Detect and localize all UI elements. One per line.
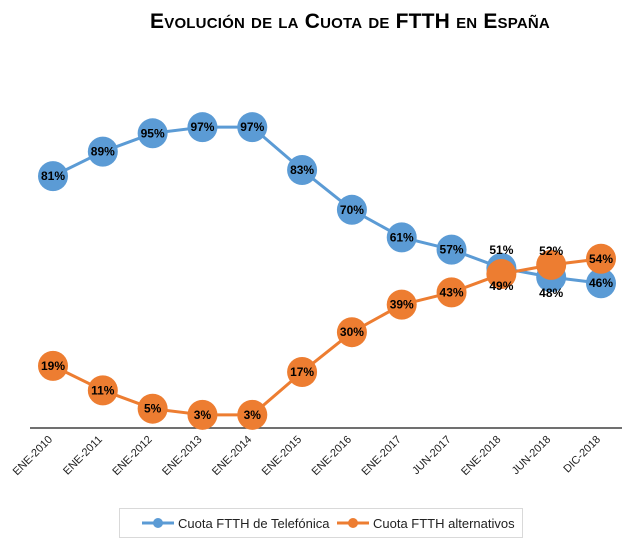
x-tick-label: ENE-2010: [11, 434, 55, 478]
data-point-0-6: [336, 194, 367, 225]
data-label-0-9: 51%: [489, 243, 513, 257]
data-point-1-3: [187, 399, 218, 430]
data-label-0-6: 70%: [340, 203, 364, 217]
legend-label-alternativos: Cuota FTTH alternativos: [373, 516, 515, 531]
data-label-1-10: 52%: [539, 244, 563, 258]
data-point-1-0: [38, 350, 68, 381]
data-point-1-4: [237, 399, 268, 430]
x-tick-label: JUN-2018: [510, 434, 554, 478]
data-label-1-2: 5%: [144, 402, 162, 416]
data-point-0-4: [237, 112, 268, 143]
data-label-0-1: 89%: [91, 145, 115, 159]
data-point-0-8: [436, 234, 467, 265]
data-label-0-8: 57%: [440, 243, 464, 257]
x-tick-label: DIC-2018: [561, 434, 603, 476]
x-tick-label: ENE-2015: [260, 434, 304, 478]
x-tick-label: ENE-2018: [459, 434, 503, 478]
x-tick-label: ENE-2011: [61, 434, 105, 478]
data-point-1-7: [386, 289, 417, 320]
data-point-0-5: [287, 155, 318, 186]
data-point-1-5: [287, 356, 318, 387]
data-label-0-2: 95%: [141, 126, 165, 140]
legend-swatch-alternativos: [337, 518, 369, 528]
data-label-0-0: 81%: [41, 169, 65, 183]
data-label-0-10: 48%: [539, 286, 563, 300]
data-point-0-0: [38, 161, 68, 192]
series-markers: 81% 89% 95% 97% 97% 83% 70% 61% 57% 51% 48% 46% 19% 1…: [38, 112, 616, 430]
data-label-0-4: 97%: [240, 120, 264, 134]
data-point-0-7: [386, 222, 417, 253]
chart-title: Evolución de la Cuota de FTTH en España: [150, 10, 550, 33]
data-point-0-3: [187, 112, 218, 143]
data-point-1-11: [586, 243, 616, 274]
data-point-1-6: [336, 317, 367, 348]
data-label-1-9: 49%: [489, 279, 513, 293]
data-label-0-11: 46%: [589, 276, 613, 290]
data-point-1-1: [87, 375, 118, 406]
data-label-0-3: 97%: [190, 120, 214, 134]
x-tick-label: ENE-2012: [110, 434, 154, 478]
data-label-0-5: 83%: [290, 163, 314, 177]
legend-label-telefonica: Cuota FTTH de Telefónica: [178, 516, 330, 531]
data-point-1-2: [137, 393, 168, 424]
data-label-1-0: 19%: [41, 359, 65, 373]
data-point-0-2: [137, 118, 168, 149]
data-point-1-8: [436, 277, 467, 308]
data-label-1-4: 3%: [244, 408, 262, 422]
legend: Cuota FTTH de Telefónica Cuota FTTH alte…: [119, 508, 523, 538]
data-label-1-3: 3%: [194, 408, 212, 422]
data-label-1-1: 11%: [91, 383, 115, 397]
x-tick-label: ENE-2014: [210, 434, 254, 478]
x-tick-label: ENE-2013: [160, 434, 204, 478]
series-line-0: [52, 125, 602, 285]
series-line-1: [52, 257, 602, 417]
x-tick-label: ENE-2016: [310, 434, 354, 478]
data-label-1-11: 54%: [589, 252, 613, 266]
x-tick-label: JUN-2017: [410, 434, 454, 478]
data-label-0-7: 61%: [390, 230, 414, 244]
data-label-1-5: 17%: [290, 365, 314, 379]
legend-swatch-telefonica: [142, 518, 174, 528]
x-tick-label: ENE-2017: [359, 434, 403, 478]
data-label-1-8: 43%: [440, 285, 464, 299]
data-point-0-1: [87, 136, 118, 167]
data-point-1-10: [536, 249, 567, 280]
data-point-1-9: [486, 259, 517, 290]
data-point-0-11: [586, 268, 616, 299]
data-label-1-7: 39%: [390, 298, 414, 312]
data-label-1-6: 30%: [340, 325, 364, 339]
x-tick-labels: ENE-2010 ENE-2011 ENE-2012 ENE-2013 ENE-2014…: [11, 434, 603, 478]
series-lines: [52, 125, 602, 417]
